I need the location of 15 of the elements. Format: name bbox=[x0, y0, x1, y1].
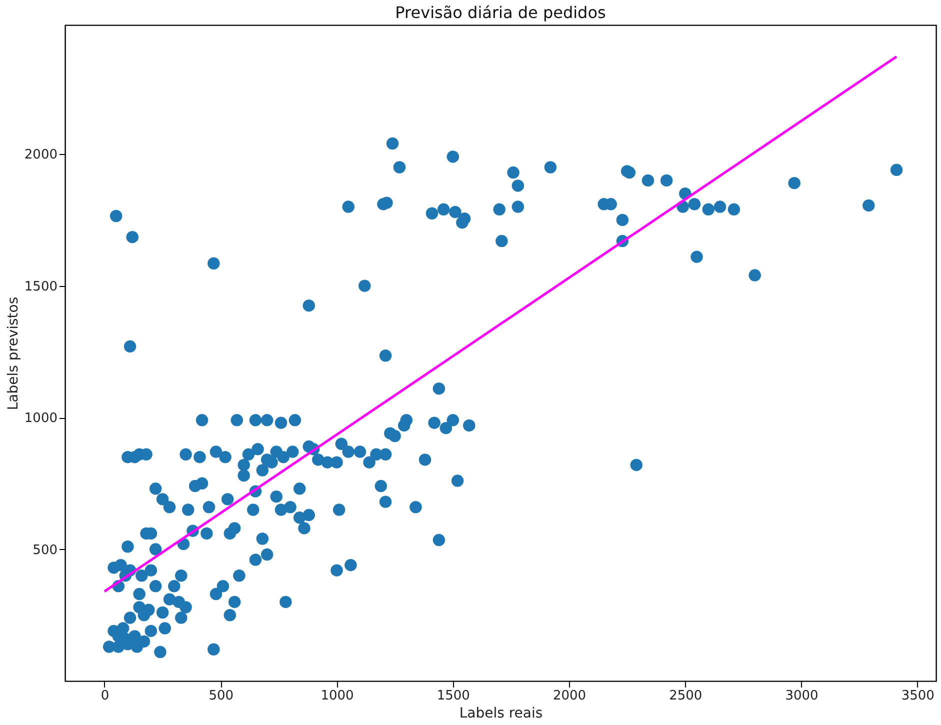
chart-title: Previsão diária de pedidos bbox=[395, 3, 606, 22]
x-tick-label: 1000 bbox=[320, 688, 354, 704]
x-tick-label: 1500 bbox=[436, 688, 470, 704]
y-tick-label: 500 bbox=[32, 542, 58, 558]
x-tick-label: 3500 bbox=[901, 688, 934, 704]
x-tick-label: 2000 bbox=[552, 688, 586, 704]
y-axis-title: Labels previstos bbox=[5, 296, 22, 410]
x-tick-label: 0 bbox=[100, 688, 110, 704]
x-axis-title: Labels reais bbox=[459, 706, 543, 722]
y-tick-label: 1000 bbox=[24, 411, 58, 426]
y-tick-label: 1500 bbox=[24, 279, 58, 294]
x-tick-label: 500 bbox=[208, 688, 234, 704]
x-tick-label: 3000 bbox=[785, 688, 818, 704]
x-tick-label: 2500 bbox=[669, 688, 702, 704]
y-tick-label: 2000 bbox=[24, 148, 58, 163]
